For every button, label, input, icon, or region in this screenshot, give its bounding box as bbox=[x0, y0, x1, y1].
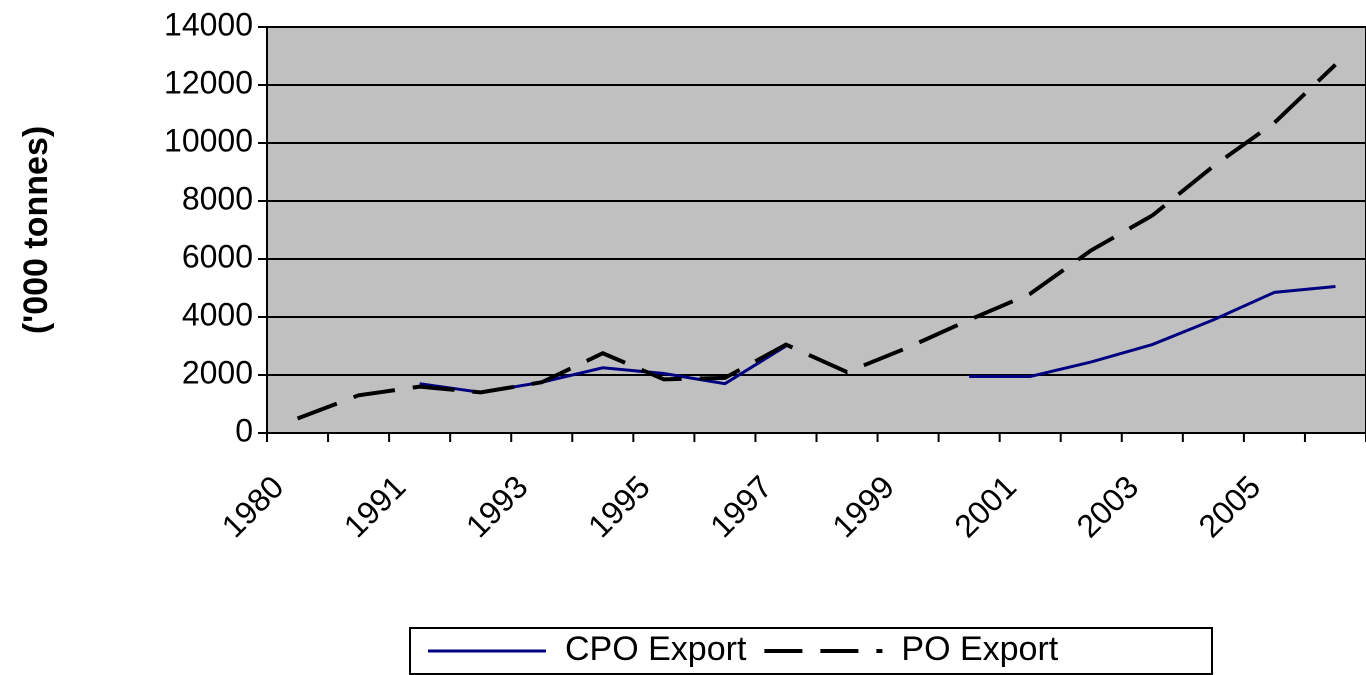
legend-label: PO Export bbox=[901, 630, 1058, 668]
x-tick-label: 2005 bbox=[1192, 468, 1268, 544]
x-tick-label: 1991 bbox=[337, 468, 413, 544]
x-tick-label: 1999 bbox=[825, 468, 901, 544]
y-tick-label: 2000 bbox=[182, 354, 253, 390]
y-tick-label: 6000 bbox=[182, 238, 253, 274]
y-tick-label: 4000 bbox=[182, 296, 253, 332]
y-tick-label: 12000 bbox=[164, 64, 253, 100]
x-tick-label: 1980 bbox=[215, 468, 291, 544]
x-tick-label: 1995 bbox=[581, 468, 657, 544]
y-tick-label: 0 bbox=[235, 412, 253, 448]
y-tick-label: 14000 bbox=[164, 6, 253, 42]
x-tick-label: 2001 bbox=[947, 468, 1023, 544]
x-tick-label: 2003 bbox=[1069, 468, 1145, 544]
y-tick-label: 8000 bbox=[182, 180, 253, 216]
plot-area bbox=[266, 26, 1366, 434]
y-axis-label: ('000 tonnes) bbox=[17, 126, 55, 334]
x-tick-label: 1993 bbox=[459, 468, 535, 544]
series-line bbox=[296, 63, 1337, 421]
x-tick-label: 1997 bbox=[703, 468, 779, 544]
series-line bbox=[969, 285, 1336, 378]
legend-label: CPO Export bbox=[565, 630, 747, 668]
y-tick-label: 10000 bbox=[164, 122, 253, 158]
